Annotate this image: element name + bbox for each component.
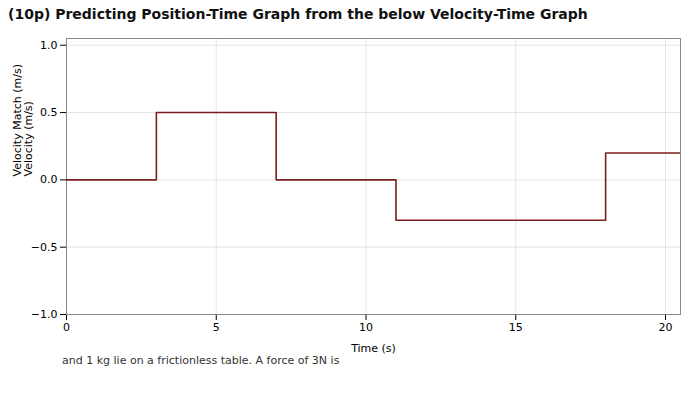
svg-text:−0.5: −0.5 [31,241,58,254]
svg-text:Time (s): Time (s) [350,342,396,355]
html-text:(10p) Predicting Position-Time: (10p) Predicting Position-Time Graph fro… [8,6,588,22]
svg-text:1.0: 1.0 [40,39,58,52]
svg-text:20: 20 [659,321,673,334]
svg-text:15: 15 [509,321,523,334]
svg-text:10: 10 [359,321,373,334]
svg-text:0.0: 0.0 [40,173,58,186]
html-text:and 1 kg lie on a frictionless: and 1 kg lie on a frictionless table. A … [62,354,340,367]
svg-text:0.5: 0.5 [40,106,58,119]
svg-text:0: 0 [63,321,70,334]
svg-text:Velocity Match (m/s)Velocity (: Velocity Match (m/s)Velocity (m/s) [11,64,35,176]
svg-text:−1.0: −1.0 [31,308,58,321]
svg-text:5: 5 [213,321,220,334]
